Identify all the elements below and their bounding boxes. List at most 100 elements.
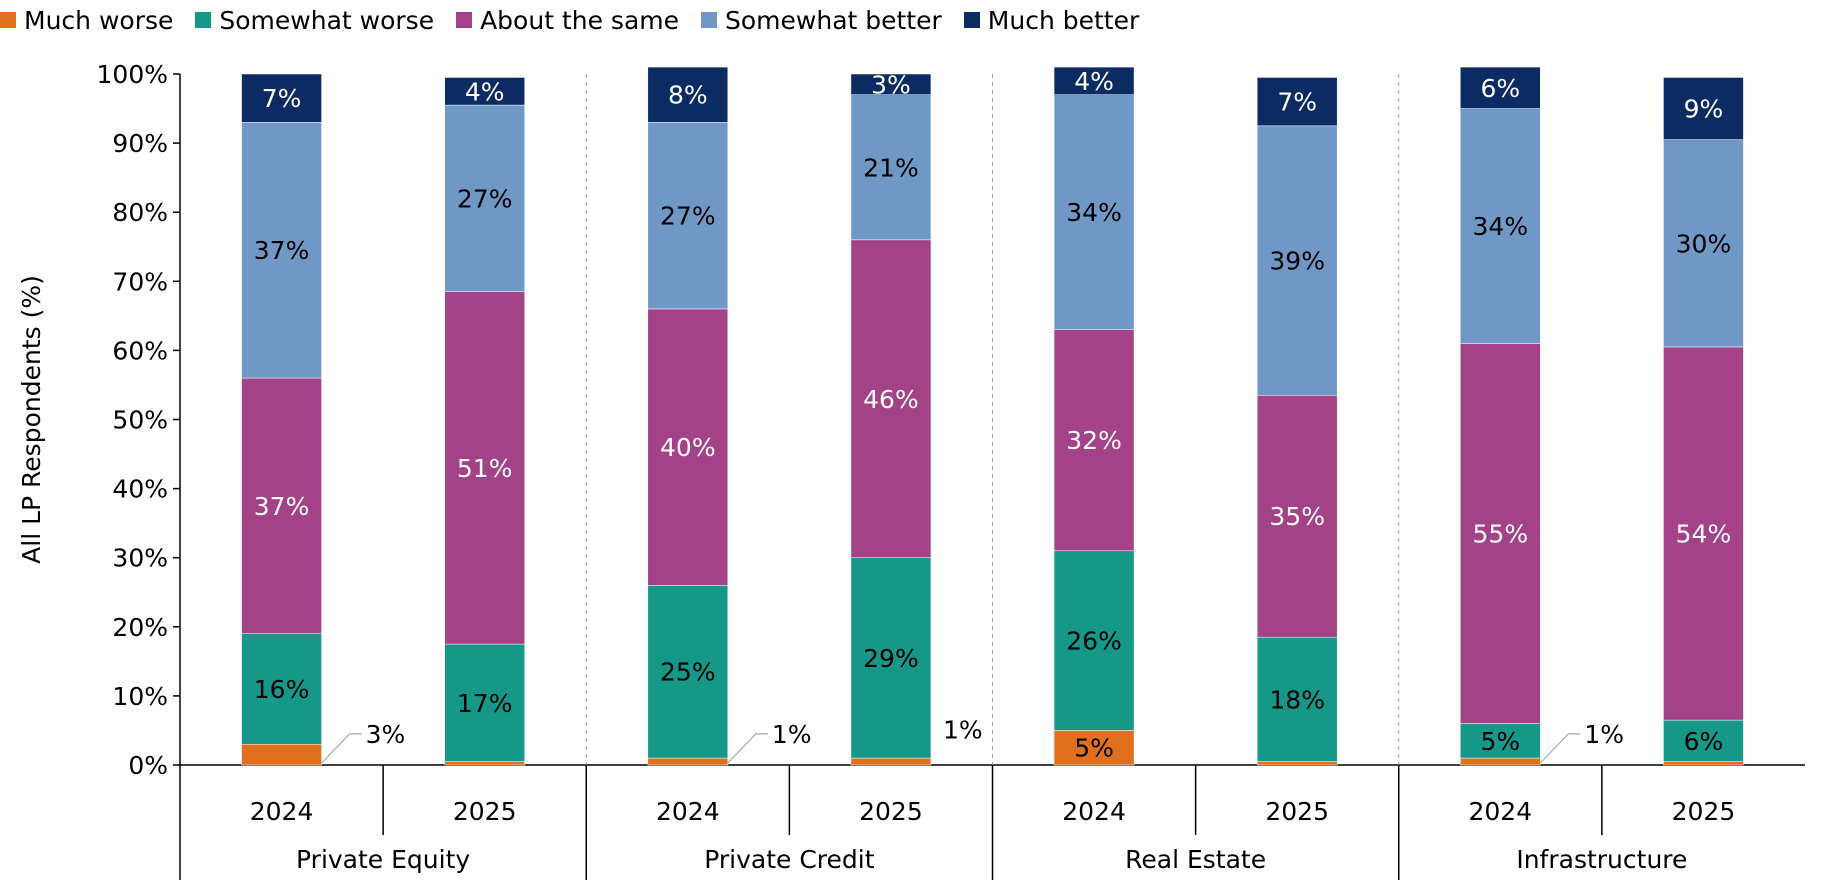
legend-swatch bbox=[195, 12, 212, 28]
data-label: 6% bbox=[1684, 727, 1724, 756]
data-label: 4% bbox=[465, 77, 505, 106]
x-tick-label: 2025 bbox=[1265, 797, 1329, 826]
legend-item: About the same bbox=[456, 6, 679, 35]
bar-segment bbox=[1663, 139, 1744, 348]
data-label: 55% bbox=[1473, 520, 1529, 549]
bar-segment bbox=[1663, 77, 1744, 140]
bar-segment bbox=[647, 66, 729, 123]
data-label: 21% bbox=[863, 153, 919, 182]
y-tick-label: 50% bbox=[112, 406, 168, 435]
x-tick-label: 2024 bbox=[656, 797, 720, 826]
y-tick-label: 70% bbox=[112, 267, 168, 296]
bar-segment bbox=[647, 122, 729, 310]
bar-segment bbox=[1460, 108, 1541, 344]
bar-segment bbox=[1053, 66, 1135, 95]
data-label: 7% bbox=[1277, 88, 1317, 117]
y-tick-label: 0% bbox=[128, 751, 168, 780]
bar-segment bbox=[850, 239, 932, 558]
bar-segment bbox=[647, 585, 729, 759]
legend-swatch bbox=[701, 12, 717, 28]
x-tick-label: 2025 bbox=[1672, 797, 1736, 826]
bar-segment bbox=[1663, 719, 1744, 762]
data-label: 4% bbox=[1074, 67, 1114, 96]
data-label: 27% bbox=[660, 202, 716, 231]
data-label: 34% bbox=[1473, 212, 1529, 241]
legend-item: Much worse bbox=[0, 6, 173, 35]
bar-segment bbox=[1460, 66, 1541, 109]
data-label: 30% bbox=[1676, 229, 1732, 258]
legend-label: Much worse bbox=[24, 5, 174, 35]
data-label: 5% bbox=[1480, 727, 1520, 756]
bar-segment bbox=[1460, 723, 1541, 759]
x-tick-label: 2024 bbox=[1062, 797, 1126, 826]
group-label: Real Estate bbox=[1125, 845, 1266, 874]
data-label: 32% bbox=[1066, 426, 1122, 455]
bar-segment bbox=[1053, 94, 1135, 330]
data-label: 5% bbox=[1074, 734, 1114, 763]
legend-swatch bbox=[0, 12, 16, 28]
y-tick-label: 60% bbox=[112, 336, 168, 365]
data-label: 1% bbox=[943, 715, 983, 744]
data-label: 6% bbox=[1480, 74, 1520, 103]
bar-segment bbox=[1053, 730, 1135, 766]
bar-segment bbox=[1460, 343, 1541, 724]
data-label: 7% bbox=[262, 84, 302, 113]
bar-segment bbox=[647, 308, 729, 586]
bar-segment bbox=[444, 643, 525, 762]
x-tick-label: 2024 bbox=[250, 797, 314, 826]
leader-line bbox=[727, 733, 768, 764]
y-tick-label: 40% bbox=[112, 475, 168, 504]
legend: Much worse Somewhat worse About the same So… bbox=[0, 2, 1161, 38]
bar-segment bbox=[1663, 761, 1744, 766]
y-tick-label: 90% bbox=[112, 129, 168, 158]
data-label: 39% bbox=[1269, 247, 1325, 276]
legend-item: Much better bbox=[963, 5, 1140, 35]
data-label: 1% bbox=[1584, 720, 1624, 749]
legend-label: Much better bbox=[987, 5, 1140, 35]
bar-segment bbox=[241, 73, 322, 123]
bar-segment bbox=[241, 633, 322, 745]
legend-item: Somewhat better bbox=[701, 6, 942, 35]
legend-label: About the same bbox=[480, 5, 679, 35]
data-label: 35% bbox=[1269, 502, 1325, 531]
y-tick-label: 10% bbox=[112, 682, 168, 711]
legend-label: Somewhat worse bbox=[219, 5, 435, 35]
bar-segment bbox=[1053, 329, 1135, 552]
data-label: 3% bbox=[366, 720, 406, 749]
data-label: 37% bbox=[254, 236, 310, 265]
x-tick-label: 2025 bbox=[453, 797, 517, 826]
data-label: 37% bbox=[254, 492, 310, 521]
data-label: 29% bbox=[863, 644, 919, 673]
data-label: 17% bbox=[457, 689, 513, 718]
bar-segment bbox=[647, 757, 729, 766]
bar-segment bbox=[850, 557, 932, 759]
bar-segment bbox=[850, 73, 932, 95]
data-label: 27% bbox=[457, 184, 513, 213]
bar-segment bbox=[241, 122, 322, 379]
data-label: 8% bbox=[668, 81, 708, 110]
data-label: 46% bbox=[863, 385, 919, 414]
bar-segment bbox=[850, 757, 932, 766]
y-tick-label: 30% bbox=[112, 544, 168, 573]
bar-segment bbox=[444, 104, 525, 292]
legend-item: Somewhat worse bbox=[195, 6, 434, 35]
data-label: 26% bbox=[1066, 627, 1122, 656]
bar-segment bbox=[444, 291, 525, 645]
bar-segment bbox=[850, 94, 932, 241]
y-axis-title: All LP Respondents (%) bbox=[17, 275, 46, 564]
bar-segment bbox=[444, 761, 525, 766]
bar-segment bbox=[241, 744, 322, 766]
y-tick-label: 80% bbox=[112, 198, 168, 227]
data-label: 18% bbox=[1269, 685, 1325, 714]
group-label: Private Credit bbox=[704, 845, 874, 874]
group-label: Private Equity bbox=[296, 845, 470, 874]
data-label: 34% bbox=[1066, 198, 1122, 227]
x-tick-label: 2024 bbox=[1469, 797, 1533, 826]
bar-segment bbox=[1256, 77, 1338, 127]
bar-segment bbox=[444, 77, 525, 106]
y-tick-label: 20% bbox=[112, 613, 168, 642]
leader-line bbox=[1539, 733, 1581, 764]
bar-segment bbox=[1256, 395, 1338, 638]
bar-segment bbox=[1460, 757, 1541, 766]
